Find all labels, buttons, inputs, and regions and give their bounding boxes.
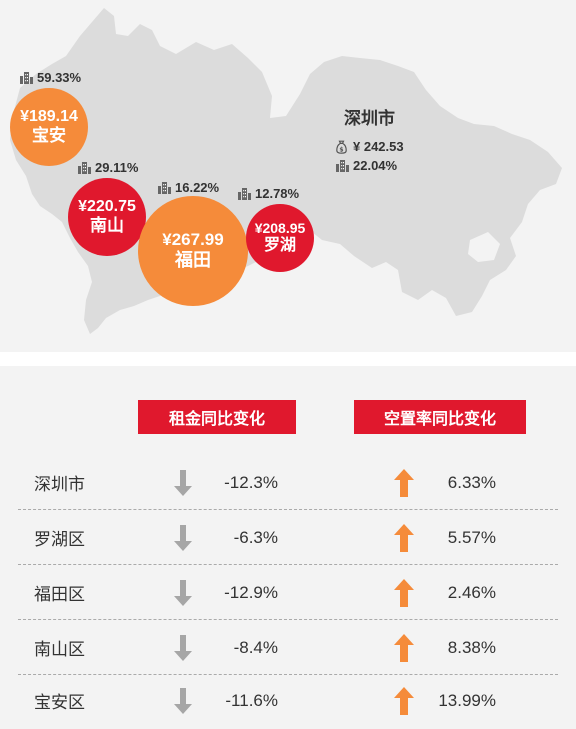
money-bag-icon: $ xyxy=(336,140,347,154)
city-summary: 深圳市 $ ¥ 242.53 22.04% xyxy=(336,104,404,177)
rent-change-value: -6.3% xyxy=(233,527,278,547)
city-rent-value: ¥ 242.53 xyxy=(353,139,404,154)
vacancy-change-value: 8.38% xyxy=(447,637,496,657)
district-bubble-baoan[interactable]: ¥189.14 宝安 xyxy=(10,88,88,166)
district-name: 罗湖 xyxy=(263,237,296,255)
vacancy-change-value: 6.33% xyxy=(447,472,496,492)
vacancy-change-value: 5.57% xyxy=(447,527,496,547)
district-rent: ¥189.14 xyxy=(20,107,78,125)
svg-text:$: $ xyxy=(339,146,343,153)
district-bubble-nanshan[interactable]: ¥220.75 南山 xyxy=(68,178,146,256)
rent-change-value: -12.3% xyxy=(224,472,278,492)
table-row: 宝安区 -11.6% 13.99% xyxy=(18,674,558,727)
district-name: 福田 xyxy=(175,249,211,270)
district-vacancy-futian: 16.22% xyxy=(158,180,219,195)
down-arrow-icon xyxy=(174,688,192,714)
building-icon xyxy=(158,181,171,194)
shenzhen-map xyxy=(10,8,562,334)
table-row: 福田区 -12.9% 2.46% xyxy=(18,566,558,619)
district-rent: ¥267.99 xyxy=(162,230,224,250)
up-arrow-icon xyxy=(394,524,414,552)
vacancy-rate: 59.33% xyxy=(37,70,82,85)
vacancy-change-value: 13.99% xyxy=(438,690,496,710)
row-divider xyxy=(18,509,558,510)
vacancy-rate: 29.11% xyxy=(95,160,139,175)
district-vacancy-luohu: 12.78% xyxy=(238,186,299,201)
vacancy-rate: 16.22% xyxy=(175,180,220,195)
up-arrow-icon xyxy=(394,469,414,497)
city-rent: $ ¥ 242.53 xyxy=(336,139,404,154)
down-arrow-icon xyxy=(174,635,192,661)
table-row: 深圳市 -12.3% 6.33% xyxy=(18,456,558,509)
row-district-name: 深圳市 xyxy=(34,475,85,494)
rent-change-value: -11.6% xyxy=(225,690,278,710)
row-divider xyxy=(18,564,558,565)
row-divider xyxy=(18,619,558,620)
district-vacancy-baoan: 59.33% xyxy=(20,70,81,85)
up-arrow-icon xyxy=(394,579,414,607)
rent-change-value: -12.9% xyxy=(224,582,278,602)
change-table: 租金同比变化 空置率同比变化 深圳市 -12.3% 6.33% 罗湖区 -6.3… xyxy=(0,366,576,729)
down-arrow-icon xyxy=(174,525,192,551)
district-name: 宝安 xyxy=(32,126,66,145)
up-arrow-icon xyxy=(394,634,414,662)
header-vacancy-change: 空置率同比变化 xyxy=(354,400,526,434)
row-district-name: 南山区 xyxy=(34,640,85,659)
district-name: 南山 xyxy=(90,216,124,235)
building-icon xyxy=(336,159,349,172)
row-district-name: 宝安区 xyxy=(34,693,85,712)
map-panel: 59.33% ¥189.14 宝安 29.11% ¥220.75 南山 16.2… xyxy=(0,0,576,352)
building-icon xyxy=(20,71,33,84)
vacancy-change-value: 2.46% xyxy=(447,582,496,602)
district-bubble-futian[interactable]: ¥267.99 福田 xyxy=(138,196,248,306)
district-rent: ¥208.95 xyxy=(254,220,306,237)
rent-change-value: -8.4% xyxy=(233,637,278,657)
down-arrow-icon xyxy=(174,470,192,496)
city-vacancy-value: 22.04% xyxy=(353,158,398,173)
city-name: 深圳市 xyxy=(344,109,395,128)
header-rent-change: 租金同比变化 xyxy=(138,400,296,434)
building-icon xyxy=(78,161,91,174)
table-row: 罗湖区 -6.3% 5.57% xyxy=(18,511,558,564)
row-district-name: 福田区 xyxy=(34,585,85,604)
district-vacancy-nanshan: 29.11% xyxy=(78,160,138,175)
table-row: 南山区 -8.4% 8.38% xyxy=(18,621,558,674)
row-divider xyxy=(18,674,558,675)
city-vacancy: 22.04% xyxy=(336,158,404,173)
district-rent: ¥220.75 xyxy=(78,197,136,215)
building-icon xyxy=(238,187,251,200)
coast-inlet xyxy=(468,232,500,262)
up-arrow-icon xyxy=(394,687,414,715)
row-district-name: 罗湖区 xyxy=(34,530,85,549)
district-bubble-luohu[interactable]: ¥208.95 罗湖 xyxy=(246,204,314,272)
down-arrow-icon xyxy=(174,580,192,606)
vacancy-rate: 12.78% xyxy=(255,186,300,201)
